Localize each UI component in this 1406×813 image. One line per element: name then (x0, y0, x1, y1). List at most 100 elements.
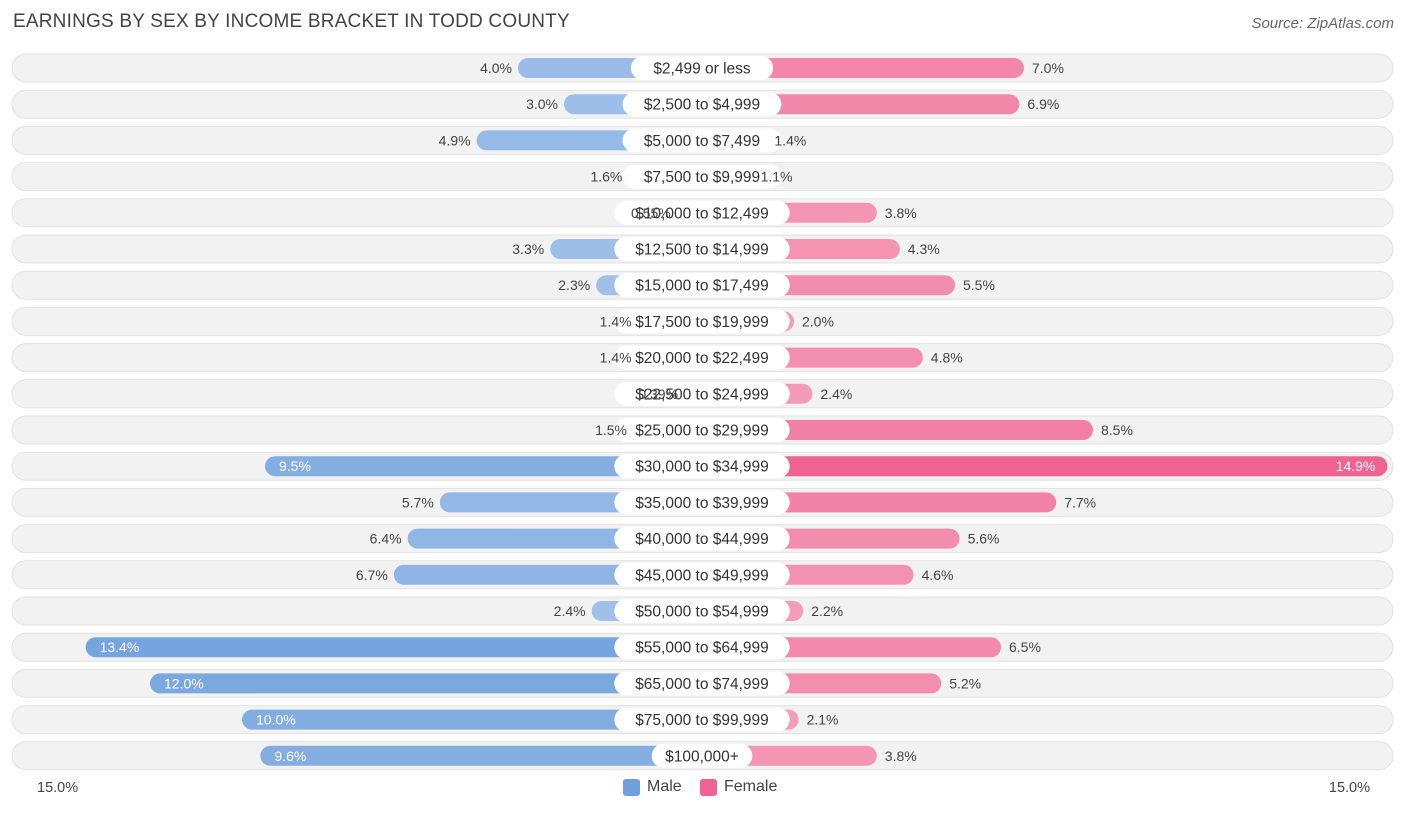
category-pill (614, 707, 790, 732)
category-pill (614, 345, 790, 370)
legend-swatch-male (623, 778, 640, 796)
bar-female (702, 492, 1057, 513)
value-label-female: 3.8% (885, 748, 917, 764)
category-pill (614, 635, 790, 660)
chart-title: EARNINGS BY SEX BY INCOME BRACKET IN TOD… (13, 11, 570, 32)
value-label-female: 5.5% (963, 277, 995, 293)
category-pill (614, 309, 790, 334)
value-label-male: 1.6% (590, 169, 622, 185)
category-label: $55,000 to $64,999 (635, 640, 769, 657)
legend-item-female: Female (700, 778, 777, 796)
category-pill (614, 490, 790, 515)
bar-female (702, 420, 1093, 440)
bar-male (150, 673, 702, 694)
axis-left-label: 15.0% (37, 780, 79, 796)
value-label-female: 4.3% (908, 241, 940, 257)
value-label-male: 5.7% (402, 494, 434, 510)
category-pill (622, 128, 782, 153)
value-label-female: 2.0% (802, 313, 834, 329)
category-label: $20,000 to $22,499 (635, 350, 769, 367)
category-pill (614, 273, 790, 298)
value-label-female: 1.4% (774, 132, 806, 148)
value-label-female: 7.0% (1032, 60, 1064, 76)
category-label: $10,000 to $12,499 (635, 205, 769, 222)
value-label-female: 4.6% (922, 567, 954, 583)
value-label-male: 4.9% (439, 132, 471, 148)
legend-label-female: Female (724, 778, 778, 795)
value-label-male: 12.0% (164, 675, 204, 691)
category-pill (614, 200, 790, 225)
category-label: $100,000+ (665, 748, 739, 765)
category-pill (614, 381, 790, 406)
chart-svg: $2,499 or less 4.0% 7.0% $2,500 to $4,999 3.… (11, 53, 1394, 771)
value-label-female: 5.6% (968, 531, 1000, 547)
category-pill (614, 418, 790, 442)
value-label-male: 9.5% (279, 458, 311, 474)
value-label-male: 4.0% (480, 60, 512, 76)
axis-right-label: 15.0% (1328, 780, 1370, 796)
bar-male (260, 745, 702, 766)
value-label-female: 4.8% (931, 350, 963, 366)
category-label: $12,500 to $14,999 (635, 242, 769, 259)
value-label-male: 6.7% (356, 567, 388, 583)
value-label-female: 5.2% (949, 675, 981, 691)
value-label-male: 6.4% (370, 531, 402, 547)
value-label-male: 1.4% (600, 350, 632, 366)
value-label-male: 0.39% (638, 386, 678, 402)
category-label: $30,000 to $34,999 (635, 459, 769, 476)
bar-male (85, 637, 703, 658)
category-label: $25,000 to $29,999 (635, 423, 769, 440)
value-label-female: 1.1% (761, 169, 793, 185)
value-label-female: 14.9% (1336, 458, 1376, 474)
category-label: $65,000 to $74,999 (635, 676, 769, 693)
value-label-male: 2.4% (554, 603, 586, 619)
value-label-male: 9.6% (274, 748, 306, 764)
category-label: $35,000 to $39,999 (635, 495, 769, 512)
category-label: $22,500 to $24,999 (635, 386, 769, 403)
value-label-female: 3.8% (885, 205, 917, 221)
category-pill (630, 56, 774, 80)
category-label: $15,000 to $17,499 (635, 278, 769, 295)
bar-female (702, 58, 1024, 78)
value-label-female: 8.5% (1101, 422, 1133, 438)
bar-male (242, 709, 702, 730)
value-label-female: 6.9% (1027, 96, 1059, 112)
value-label-male: 13.4% (100, 639, 140, 655)
value-label-male: 1.4% (600, 313, 632, 329)
value-label-male: 1.5% (595, 422, 627, 438)
value-label-female: 7.7% (1064, 494, 1096, 510)
value-label-female: 2.4% (820, 386, 852, 402)
legend-swatch-female (700, 778, 717, 796)
category-pill (614, 526, 790, 551)
category-label: $2,500 to $4,999 (644, 97, 760, 114)
legend-item-male: Male (623, 778, 682, 796)
value-label-male: 3.0% (526, 96, 558, 112)
category-pill (614, 237, 790, 261)
value-label-male: 3.3% (512, 241, 544, 257)
category-label: $7,500 to $9,999 (644, 169, 760, 186)
value-label-male: 0.55% (631, 205, 671, 221)
value-label-male: 2.3% (558, 277, 590, 293)
category-label: $75,000 to $99,999 (635, 712, 769, 729)
bar-female (702, 94, 1020, 115)
value-label-female: 2.2% (811, 603, 843, 619)
category-pill (614, 599, 790, 623)
category-pill (614, 671, 790, 696)
category-label: $5,000 to $7,499 (644, 133, 760, 150)
category-pill (614, 454, 790, 479)
category-label: $17,500 to $19,999 (635, 314, 769, 331)
category-pill (651, 743, 753, 768)
value-label-female: 6.5% (1009, 639, 1041, 655)
category-pill (622, 92, 782, 117)
category-label: $45,000 to $49,999 (635, 567, 769, 584)
category-label: $50,000 to $54,999 (635, 604, 769, 621)
category-pill (614, 562, 790, 587)
bar-male (265, 456, 702, 477)
category-label: $2,499 or less (653, 61, 751, 78)
bar-female (702, 456, 1388, 477)
legend-label-male: Male (647, 778, 682, 795)
category-pill (622, 164, 782, 189)
value-label-male: 10.0% (256, 712, 296, 728)
category-label: $40,000 to $44,999 (635, 531, 769, 548)
value-label-female: 2.1% (807, 712, 839, 728)
